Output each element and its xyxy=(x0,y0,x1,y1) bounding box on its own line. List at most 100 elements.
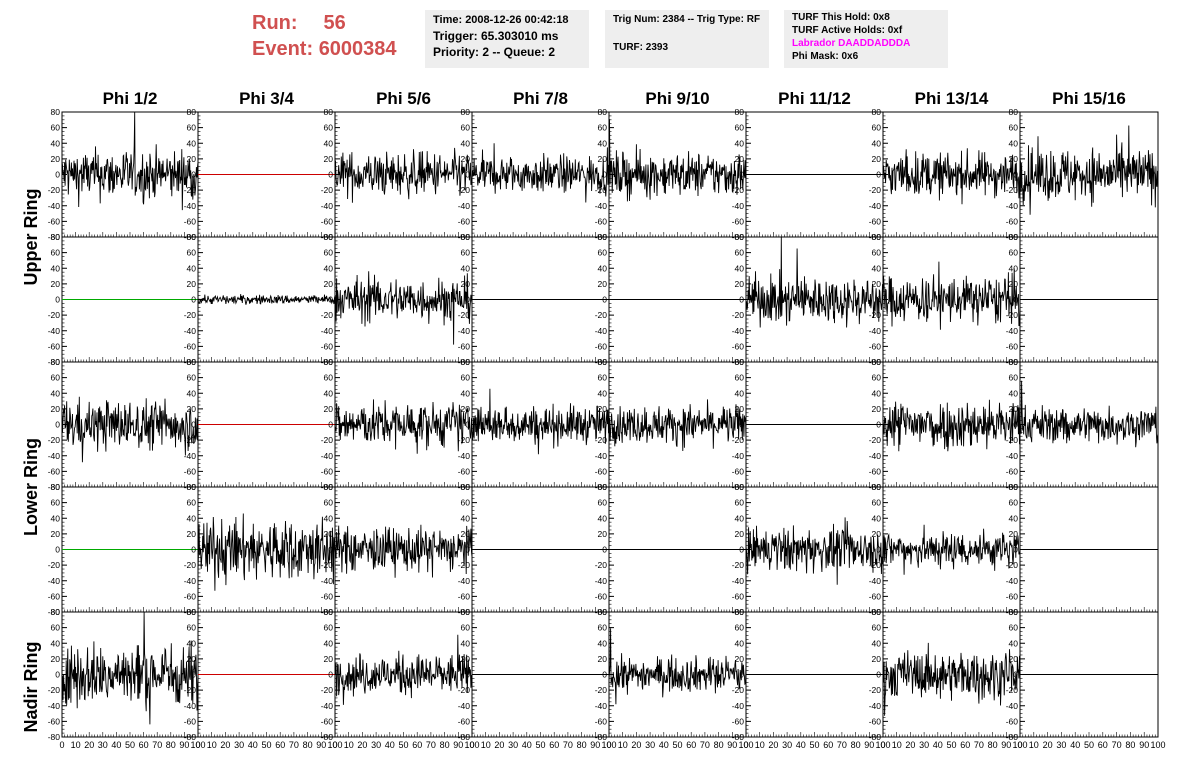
y-tick-label: 40 xyxy=(461,513,471,523)
y-tick-label: -20 xyxy=(321,310,334,320)
y-tick-label: -20 xyxy=(48,185,61,195)
y-tick-label: 0 xyxy=(55,545,60,555)
y-tick-label: -40 xyxy=(732,576,745,586)
y-tick-label: -60 xyxy=(48,716,61,726)
y-tick-label: -20 xyxy=(48,435,61,445)
y-tick-label: 20 xyxy=(324,404,334,414)
waveform-trace xyxy=(334,147,473,203)
y-tick-label: -60 xyxy=(869,216,882,226)
x-tick-label: 80 xyxy=(577,740,587,750)
y-tick-label: -80 xyxy=(869,732,882,742)
y-tick-label: 40 xyxy=(324,263,334,273)
trigger-line: Trigger: 65.303010 ms xyxy=(433,29,559,43)
x-tick-label: 60 xyxy=(823,740,833,750)
priority-line: Priority: 2 -- Queue: 2 xyxy=(433,45,556,59)
y-tick-label: 20 xyxy=(735,154,745,164)
y-tick-label: 60 xyxy=(872,623,882,633)
y-tick-label: -20 xyxy=(184,310,197,320)
y-tick-label: -40 xyxy=(321,576,334,586)
turf-active-holds-line: TURF Active Holds: 0xf xyxy=(792,25,903,36)
y-tick-label: -40 xyxy=(869,201,882,211)
y-tick-label: -60 xyxy=(184,466,197,476)
y-tick-label: 0 xyxy=(55,420,60,430)
y-tick-label: 80 xyxy=(598,107,608,117)
y-tick-label: 60 xyxy=(187,623,197,633)
waveform-trace xyxy=(745,236,884,328)
x-tick-label: 100 xyxy=(738,740,753,750)
y-tick-label: 0 xyxy=(328,170,333,180)
y-tick-label: 80 xyxy=(1009,107,1019,117)
y-tick-label: 80 xyxy=(187,107,197,117)
y-tick-label: 80 xyxy=(1009,482,1019,492)
y-tick-label: 60 xyxy=(461,123,471,133)
waveform-trace xyxy=(197,294,336,305)
y-tick-label: -80 xyxy=(458,732,471,742)
waveform-trace xyxy=(334,524,473,578)
x-tick-label: 90 xyxy=(453,740,463,750)
x-tick-label: 20 xyxy=(768,740,778,750)
y-tick-label: -80 xyxy=(48,357,61,367)
y-tick-label: -20 xyxy=(732,435,745,445)
x-tick-label: 10 xyxy=(892,740,902,750)
y-tick-label: 80 xyxy=(461,607,471,617)
y-tick-label: 0 xyxy=(602,170,607,180)
y-tick-label: 60 xyxy=(1009,248,1019,258)
y-tick-label: -80 xyxy=(732,732,745,742)
y-tick-label: -20 xyxy=(48,560,61,570)
x-tick-label: 10 xyxy=(618,740,628,750)
column-title: Phi 7/8 xyxy=(513,89,568,108)
y-tick-label: 40 xyxy=(735,388,745,398)
y-tick-label: 40 xyxy=(735,513,745,523)
x-tick-label: 70 xyxy=(1112,740,1122,750)
y-tick-label: -40 xyxy=(48,701,61,711)
y-tick-label: 0 xyxy=(739,170,744,180)
y-tick-label: 0 xyxy=(191,170,196,180)
x-tick-label: 90 xyxy=(316,740,326,750)
y-tick-label: -40 xyxy=(48,451,61,461)
y-tick-label: -60 xyxy=(321,341,334,351)
y-tick-label: 0 xyxy=(1013,420,1018,430)
y-tick-label: 60 xyxy=(735,623,745,633)
y-tick-label: -60 xyxy=(458,216,471,226)
waveform-trace xyxy=(608,628,747,705)
y-tick-label: -20 xyxy=(321,560,334,570)
y-tick-label: 40 xyxy=(872,638,882,648)
y-tick-label: 80 xyxy=(598,482,608,492)
y-tick-label: -40 xyxy=(595,701,608,711)
ring-label: Lower Ring xyxy=(21,438,41,536)
y-tick-label: -60 xyxy=(321,216,334,226)
y-tick-label: 40 xyxy=(461,138,471,148)
x-tick-label: 0 xyxy=(880,740,885,750)
y-tick-label: 20 xyxy=(1009,654,1019,664)
x-tick-label: 90 xyxy=(1001,740,1011,750)
y-tick-label: 20 xyxy=(51,404,61,414)
y-tick-label: 40 xyxy=(324,638,334,648)
x-tick-label: 0 xyxy=(469,740,474,750)
y-tick-label: 20 xyxy=(324,154,334,164)
y-tick-label: 80 xyxy=(324,232,334,242)
y-tick-label: 80 xyxy=(461,232,471,242)
y-tick-label: -40 xyxy=(458,576,471,586)
waveform-trace xyxy=(882,148,1021,205)
y-tick-label: 0 xyxy=(876,670,881,680)
y-tick-label: 60 xyxy=(51,623,61,633)
y-tick-label: 20 xyxy=(461,279,471,289)
column-title: Phi 13/14 xyxy=(915,89,989,108)
x-tick-label: 100 xyxy=(327,740,342,750)
y-tick-label: -40 xyxy=(595,451,608,461)
y-tick-label: 0 xyxy=(1013,670,1018,680)
y-tick-label: 20 xyxy=(872,654,882,664)
column-title: Phi 3/4 xyxy=(239,89,294,108)
labrador-line: Labrador DAADDADDDA xyxy=(792,38,911,49)
y-tick-label: 0 xyxy=(191,545,196,555)
y-tick-label: 20 xyxy=(187,154,197,164)
y-tick-label: -20 xyxy=(1006,560,1019,570)
y-tick-label: -40 xyxy=(458,201,471,211)
x-tick-label: 30 xyxy=(919,740,929,750)
y-tick-label: 40 xyxy=(51,388,61,398)
x-tick-label: 100 xyxy=(601,740,616,750)
y-tick-label: -20 xyxy=(321,185,334,195)
y-tick-label: 80 xyxy=(51,482,61,492)
x-tick-label: 60 xyxy=(412,740,422,750)
y-tick-label: 40 xyxy=(461,263,471,273)
